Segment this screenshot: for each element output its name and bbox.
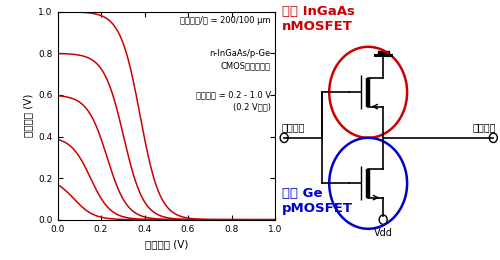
Text: ゲート長/幅 = 200/100 μm: ゲート長/幅 = 200/100 μm (180, 16, 270, 25)
X-axis label: 入力電圧 (V): 入力電圧 (V) (144, 239, 188, 249)
Text: 下層 Ge
pMOSFET: 下層 Ge pMOSFET (282, 187, 353, 215)
Text: 入力電圧: 入力電圧 (282, 123, 306, 133)
Text: 電源電圧 = 0.2 - 1.0 V
(0.2 V間隔): 電源電圧 = 0.2 - 1.0 V (0.2 V間隔) (196, 91, 270, 112)
Text: 出力電圧: 出力電圧 (472, 123, 496, 133)
Text: Vdd: Vdd (374, 228, 392, 237)
Polygon shape (378, 51, 389, 55)
Text: 上層 InGaAs
nMOSFET: 上層 InGaAs nMOSFET (282, 5, 355, 33)
Text: n-InGaAs/p-Ge
CMOSインバータ: n-InGaAs/p-Ge CMOSインバータ (210, 49, 270, 70)
Y-axis label: 出力電圧 (V): 出力電圧 (V) (22, 94, 32, 137)
